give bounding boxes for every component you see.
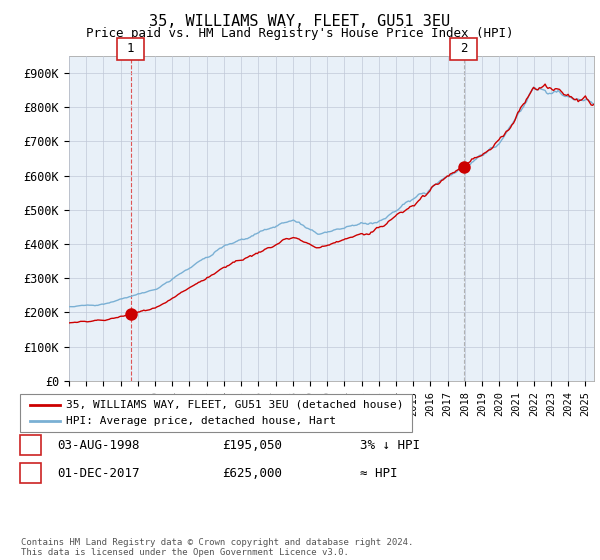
Text: 1: 1 (127, 43, 134, 55)
Text: 01-DEC-2017: 01-DEC-2017 (57, 466, 139, 480)
Text: £625,000: £625,000 (222, 466, 282, 480)
Text: £195,050: £195,050 (222, 438, 282, 452)
Text: HPI: Average price, detached house, Hart: HPI: Average price, detached house, Hart (66, 416, 336, 426)
Text: Contains HM Land Registry data © Crown copyright and database right 2024.
This d: Contains HM Land Registry data © Crown c… (21, 538, 413, 557)
Text: 35, WILLIAMS WAY, FLEET, GU51 3EU: 35, WILLIAMS WAY, FLEET, GU51 3EU (149, 14, 451, 29)
Text: 03-AUG-1998: 03-AUG-1998 (57, 438, 139, 452)
Text: 35, WILLIAMS WAY, FLEET, GU51 3EU (detached house): 35, WILLIAMS WAY, FLEET, GU51 3EU (detac… (66, 400, 404, 410)
Text: 2: 2 (27, 466, 34, 480)
Text: Price paid vs. HM Land Registry's House Price Index (HPI): Price paid vs. HM Land Registry's House … (86, 27, 514, 40)
Text: 3% ↓ HPI: 3% ↓ HPI (360, 438, 420, 452)
Text: 1: 1 (27, 438, 34, 452)
Text: 2: 2 (460, 43, 467, 55)
Text: ≈ HPI: ≈ HPI (360, 466, 398, 480)
